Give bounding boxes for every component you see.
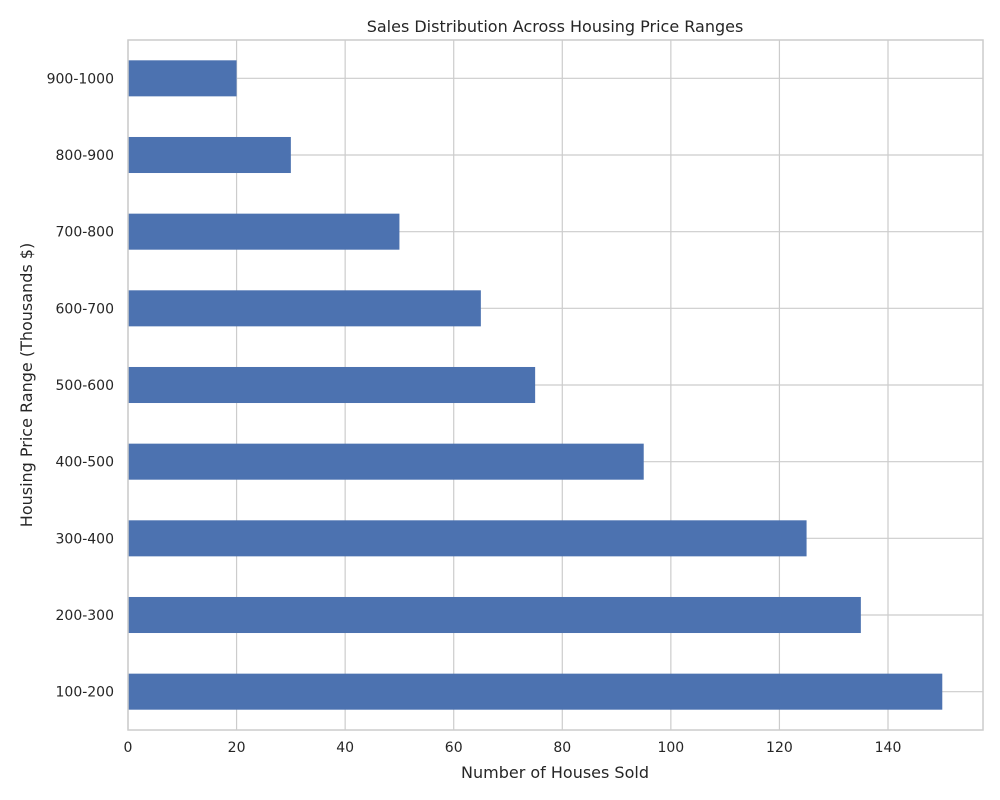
x-tick-label: 80 — [553, 740, 571, 756]
y-tick-label: 600-700 — [56, 301, 115, 317]
bar-300-400 — [128, 520, 807, 557]
y-tick-label: 300-400 — [56, 531, 115, 547]
bar-500-600 — [128, 366, 536, 404]
y-tick-label: 100-200 — [56, 685, 115, 701]
x-tick-label: 140 — [875, 740, 902, 756]
y-tick-label: 700-800 — [56, 225, 115, 241]
y-tick-label: 400-500 — [56, 455, 115, 471]
x-tick-label: 0 — [124, 740, 133, 756]
y-ticks: 100-200 200-300 300-400 400-500 500-600 600-7… — [47, 71, 114, 700]
x-axis-label: Number of Houses Sold — [461, 763, 649, 782]
x-tick-label: 120 — [766, 740, 793, 756]
bars — [128, 60, 943, 710]
y-tick-label: 800-900 — [56, 148, 115, 164]
y-tick-label: 900-1000 — [47, 71, 114, 87]
bar-100-200 — [128, 673, 943, 710]
y-axis-label: Housing Price Range (Thousands $) — [17, 243, 36, 527]
x-tick-label: 20 — [228, 740, 246, 756]
bar-900-1000 — [128, 60, 237, 97]
bar-200-300 — [128, 596, 861, 634]
chart-title: Sales Distribution Across Housing Price … — [367, 17, 744, 36]
bar-600-700 — [128, 290, 481, 327]
bar-800-900 — [128, 136, 291, 174]
y-tick-label: 200-300 — [56, 608, 115, 624]
x-tick-label: 60 — [445, 740, 463, 756]
x-tick-label: 40 — [336, 740, 354, 756]
x-tick-label: 100 — [657, 740, 684, 756]
bar-700-800 — [128, 213, 400, 250]
x-ticks: 0 20 40 60 80 100 120 140 — [124, 740, 902, 756]
y-tick-label: 500-600 — [56, 378, 115, 394]
plot-frame — [127, 39, 984, 731]
bar-400-500 — [128, 443, 644, 480]
